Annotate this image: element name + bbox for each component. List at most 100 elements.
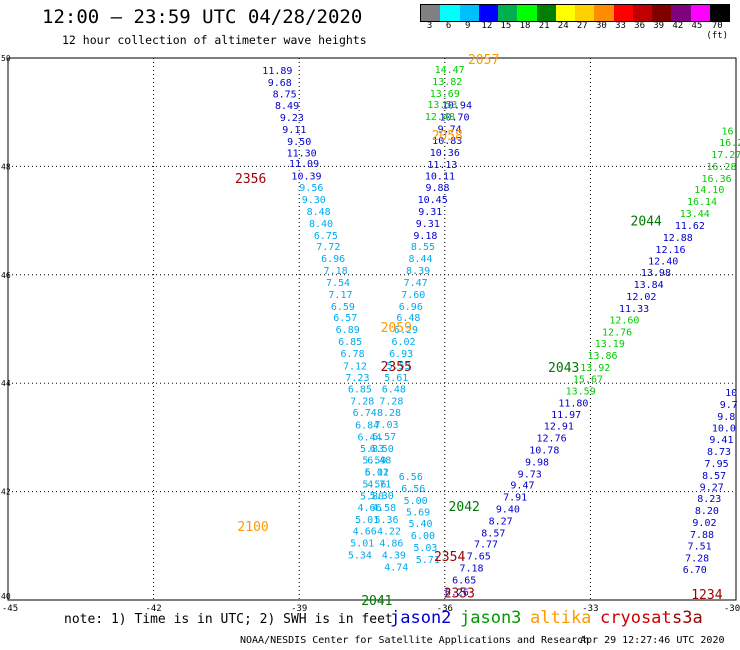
- legend-swatch: [594, 5, 614, 21]
- wave-height-label: 7.88: [690, 530, 714, 541]
- x-tick-label: -45: [2, 604, 18, 614]
- wave-height-label: 7.03: [375, 420, 399, 431]
- legend-swatch: [478, 5, 498, 21]
- wave-height-label: 8.44: [408, 254, 432, 265]
- wave-height-label: 5.01: [355, 515, 379, 526]
- wave-height-label: 13.69: [430, 89, 460, 100]
- wave-height-label: 6.57: [333, 313, 357, 324]
- credit-line: NOAA/NESDIS Center for Satellite Applica…: [240, 635, 590, 646]
- wave-height-label: 8.49: [275, 101, 299, 112]
- wave-height-label: 4.58: [372, 503, 396, 514]
- legend-swatch: [498, 5, 518, 21]
- track-time-label: 2355: [381, 360, 412, 375]
- legend-bin-label: 18: [519, 21, 531, 31]
- wave-height-label: 12.40: [648, 256, 678, 267]
- legend-bin-label: 9: [465, 21, 471, 31]
- wave-height-label: 9.31: [418, 207, 442, 218]
- wave-height-label: 6.84: [355, 420, 379, 431]
- wave-height-label: 10.0: [712, 424, 736, 435]
- legend-bin-label: 45: [691, 21, 703, 31]
- wave-height-label: 6.96: [399, 302, 423, 313]
- wave-height-label: 6.12: [365, 468, 389, 479]
- wave-height-label: 8.57: [481, 528, 505, 539]
- wave-height-label: 6.85: [348, 385, 372, 396]
- wave-height-label: 5.53: [387, 361, 411, 372]
- legend-swatch: [459, 5, 479, 21]
- track-time-label: 2058: [432, 129, 463, 144]
- wave-height-label: 8.23: [697, 494, 721, 505]
- legend-bin-label: 6: [445, 21, 452, 31]
- x-tick-label: -42: [145, 604, 161, 614]
- wave-height-label: 5.30: [370, 491, 394, 502]
- wave-height-label: 9.8: [717, 412, 735, 423]
- x-tick-label: -30: [724, 604, 740, 614]
- wave-height-label: 6.96: [321, 254, 345, 265]
- wave-height-label: 6.59: [331, 302, 355, 313]
- track-time-label: 2059: [381, 321, 412, 336]
- wave-height-label: 6.02: [391, 337, 415, 348]
- wave-height-label: 11.33: [619, 304, 649, 315]
- wave-height-label: 9.40: [496, 504, 520, 515]
- wave-height-label: 7.23: [345, 373, 369, 384]
- wave-height-label: 9.41: [709, 435, 733, 446]
- wave-height-label: 16.14: [687, 197, 717, 208]
- wave-height-label: 4.71: [367, 480, 391, 491]
- wave-height-label: 15.67: [573, 374, 603, 385]
- legend-bin-label: 70 (ft): [706, 21, 729, 41]
- legend-swatch: [536, 5, 556, 21]
- wave-height-label: 9.88: [425, 183, 449, 194]
- wave-height-label: 4.66: [358, 503, 382, 514]
- wave-height-label: 9.23: [280, 113, 304, 124]
- legend-bin-label: 33: [615, 21, 626, 31]
- wave-height-label: 6.70: [683, 565, 707, 576]
- wave-height-label: 6.85: [338, 337, 362, 348]
- wave-height-label: 9.68: [268, 78, 292, 89]
- wave-height-label: 13.82: [432, 77, 462, 88]
- chart-subtitle: 12 hour collection of altimeter wave hei…: [62, 33, 367, 47]
- wave-height-label: 16.28: [706, 162, 736, 173]
- wave-height-label: 12.76: [537, 433, 567, 444]
- wave-height-label: 6.65: [452, 575, 476, 586]
- wave-height-label: 10.39: [291, 172, 321, 183]
- wave-height-label: 12.91: [544, 422, 574, 433]
- wave-height-label: 10.78: [529, 445, 559, 456]
- wave-height-label: 7.12: [343, 361, 367, 372]
- wave-height-label: 7.77: [474, 540, 498, 551]
- wave-height-label: 6.48: [367, 456, 391, 467]
- legend-swatch: [671, 5, 691, 21]
- y-tick-label: 50: [1, 54, 11, 63]
- legend-swatch: [709, 5, 729, 21]
- legend-swatch: [613, 5, 633, 21]
- wave-height-label: 16.2: [719, 138, 740, 149]
- wave-height-label: 6.00: [411, 531, 435, 542]
- wave-height-label: 6.44: [358, 432, 382, 443]
- wave-height-label: 5.01: [365, 468, 389, 479]
- wave-height-label: 5.71: [416, 555, 440, 566]
- track-time-label: 2354: [434, 550, 465, 565]
- generation-timestamp: Apr 29 12:27:46 UTC 2020: [580, 635, 725, 646]
- wave-height-label: 11.89: [262, 66, 292, 77]
- wave-height-label: 4.86: [379, 539, 403, 550]
- x-tick-label: -33: [582, 604, 598, 614]
- wave-height-label: 17.27: [711, 150, 740, 161]
- wave-height-label: 16.36: [702, 174, 732, 185]
- legend-bin-label: 24: [557, 21, 569, 31]
- wave-height-label: 11.80: [558, 398, 588, 409]
- wave-height-label: 5.01: [350, 539, 374, 550]
- wave-height-label: 10.83: [432, 136, 462, 147]
- wave-height-label: 6.48: [396, 313, 420, 324]
- wave-height-label: 6.56: [399, 472, 423, 483]
- wave-height-label: 5.80: [360, 491, 384, 502]
- wave-height-label: 6.74: [353, 408, 377, 419]
- wave-height-label: 9.30: [302, 195, 326, 206]
- track-time-label: 2041: [361, 594, 392, 609]
- y-tick-label: 40: [1, 592, 11, 601]
- wave-height-label: 7.91: [503, 493, 527, 504]
- wave-height-label: 8.75: [273, 89, 297, 100]
- wave-height-label: 14.47: [435, 65, 465, 76]
- wave-height-label: 9.27: [700, 482, 724, 493]
- wave-height-label: 7.18: [459, 564, 483, 575]
- track-time-label: 2356: [235, 172, 266, 187]
- wave-height-label: 12.48: [425, 112, 455, 123]
